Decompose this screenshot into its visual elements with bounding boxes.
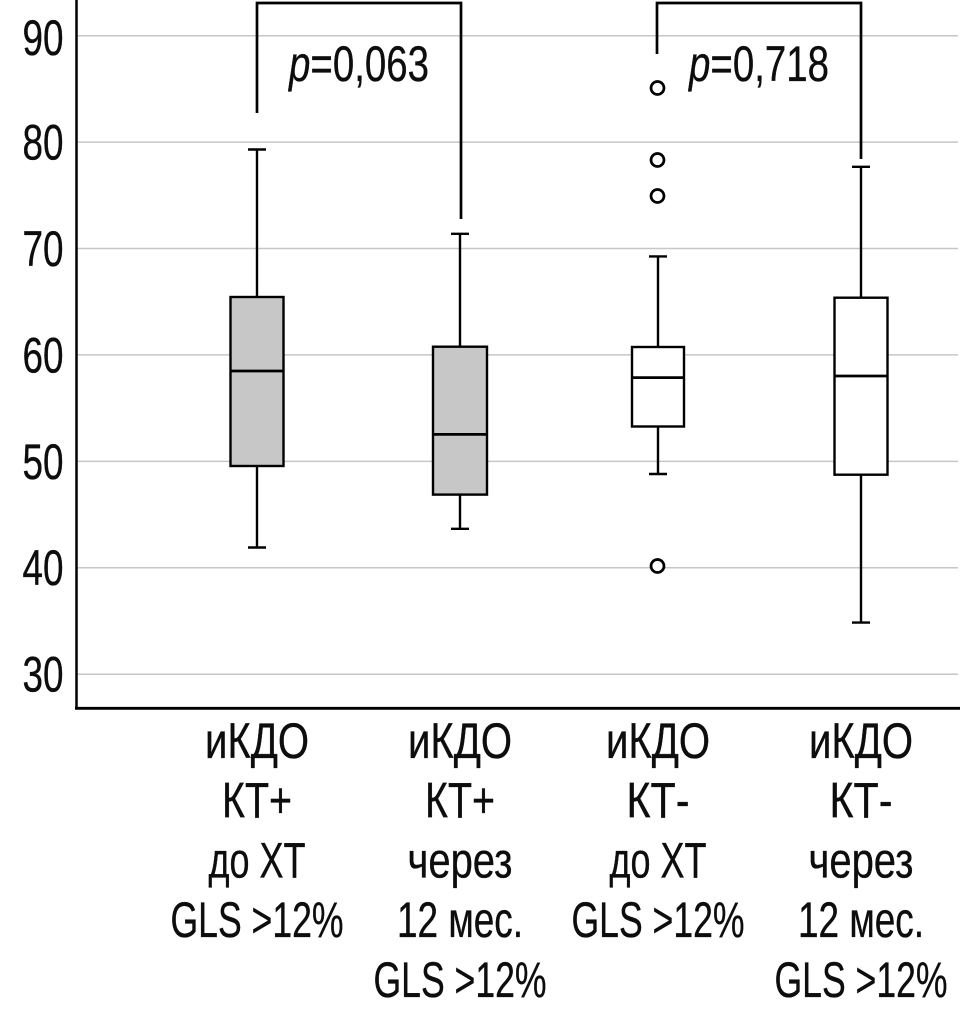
svg-text:p=0,063: p=0,063 [287, 36, 429, 92]
svg-text:иКДО: иКДО [408, 713, 512, 769]
svg-text:GLS >12%: GLS >12% [572, 892, 745, 948]
svg-text:p=0,718: p=0,718 [687, 36, 829, 92]
svg-text:70: 70 [23, 221, 64, 277]
svg-text:до ХТ: до ХТ [209, 832, 306, 888]
svg-text:КТ+: КТ+ [425, 773, 495, 829]
svg-text:иКДО: иКДО [606, 713, 710, 769]
svg-text:40: 40 [23, 540, 64, 596]
svg-text:12 мес.: 12 мес. [397, 892, 523, 948]
svg-text:80: 80 [23, 115, 64, 171]
svg-text:30: 30 [23, 647, 64, 703]
svg-text:50: 50 [23, 434, 64, 490]
svg-text:до ХТ: до ХТ [610, 832, 707, 888]
svg-text:через: через [408, 832, 513, 888]
svg-text:КТ-: КТ- [830, 773, 893, 829]
svg-text:КТ+: КТ+ [222, 773, 292, 829]
svg-text:90: 90 [23, 10, 64, 66]
svg-text:12 мес.: 12 мес. [798, 892, 924, 948]
svg-text:GLS >12%: GLS >12% [171, 892, 344, 948]
svg-text:через: через [809, 832, 914, 888]
svg-text:иКДО: иКДО [809, 713, 913, 769]
svg-text:GLS >12%: GLS >12% [374, 952, 547, 1008]
svg-text:иКДО: иКДО [205, 713, 309, 769]
svg-text:60: 60 [23, 327, 64, 383]
svg-text:КТ-: КТ- [627, 773, 690, 829]
svg-text:GLS >12%: GLS >12% [775, 952, 948, 1008]
